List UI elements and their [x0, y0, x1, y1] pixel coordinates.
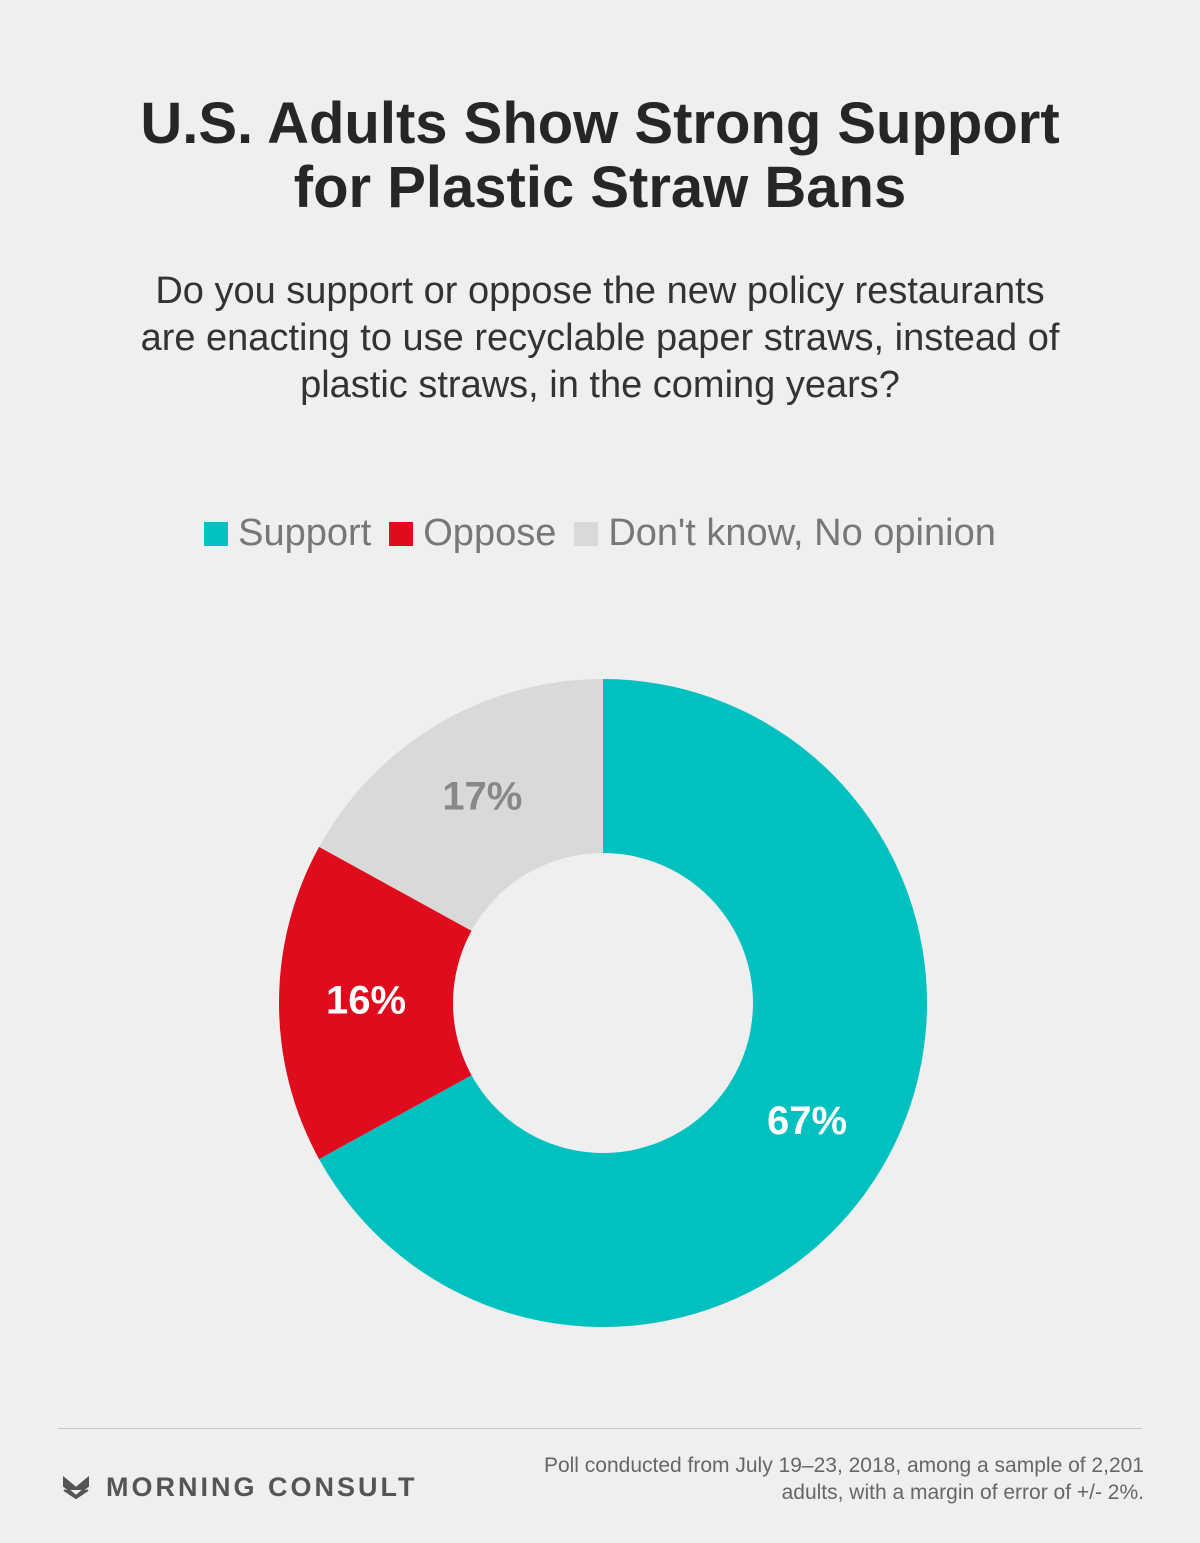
donut-slice — [319, 679, 927, 1328]
source-note-text: Poll conducted from July 19–23, 2018, am… — [543, 1454, 1144, 1504]
legend-entry: Oppose — [389, 512, 556, 555]
subtitle: Do you support or oppose the new policy … — [140, 270, 1060, 406]
donut-slice — [319, 679, 603, 931]
brand-logo — [63, 1475, 89, 1499]
value-label: 17% — [442, 775, 522, 819]
source-note: Poll conducted from July 19–23, 2018, am… — [504, 1424, 1144, 1506]
legend-swatch — [204, 521, 229, 546]
legend-swatch — [389, 521, 414, 546]
legend: Support Oppose Don't know, No opinion — [0, 512, 1200, 555]
legend-label: Oppose — [423, 512, 557, 554]
donut-slice — [279, 846, 472, 1160]
brand-name: MORNING CONSULT — [106, 1472, 418, 1502]
brand: MORNING CONSULT — [62, 1472, 417, 1503]
legend-entry: Support — [204, 512, 371, 555]
value-label: 16% — [326, 979, 406, 1023]
legend-entry: Don't know, No opinion — [574, 512, 996, 555]
legend-label: Don't know, No opinion — [608, 512, 996, 554]
chart: 67% 16% 17% — [279, 679, 927, 1328]
legend-label: Support — [238, 512, 372, 554]
title: U.S. Adults Show Strong Support for Plas… — [140, 91, 1060, 220]
legend-swatch — [574, 521, 599, 546]
value-label: 67% — [767, 1099, 847, 1143]
divider — [58, 1428, 1142, 1429]
